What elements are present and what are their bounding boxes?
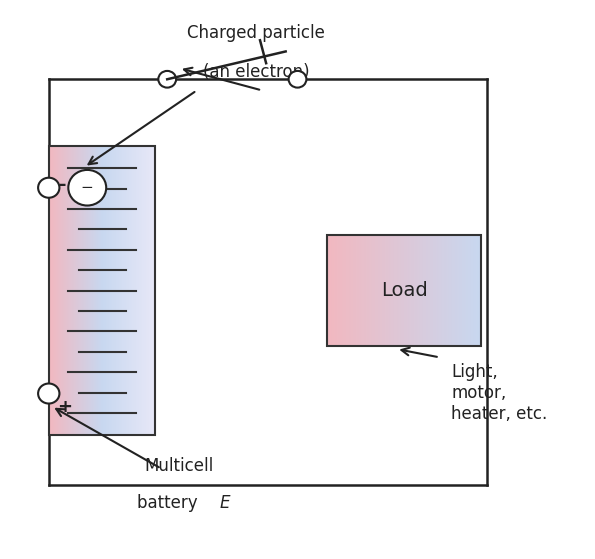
Text: E: E — [220, 494, 230, 511]
Text: Load: Load — [381, 281, 427, 300]
Circle shape — [158, 71, 176, 88]
Bar — [327, 235, 481, 346]
Text: Charged particle: Charged particle — [187, 23, 325, 41]
Text: -: - — [60, 176, 67, 194]
Circle shape — [68, 170, 107, 206]
Text: (an electron): (an electron) — [203, 63, 309, 80]
Text: Multicell: Multicell — [145, 457, 214, 476]
Text: battery: battery — [137, 494, 203, 511]
Circle shape — [38, 383, 60, 404]
Circle shape — [38, 178, 60, 198]
Text: −: − — [81, 180, 93, 195]
Text: Light,
motor,
heater, etc.: Light, motor, heater, etc. — [452, 363, 548, 423]
Circle shape — [289, 71, 306, 88]
Bar — [49, 146, 155, 435]
Text: +: + — [57, 399, 72, 416]
